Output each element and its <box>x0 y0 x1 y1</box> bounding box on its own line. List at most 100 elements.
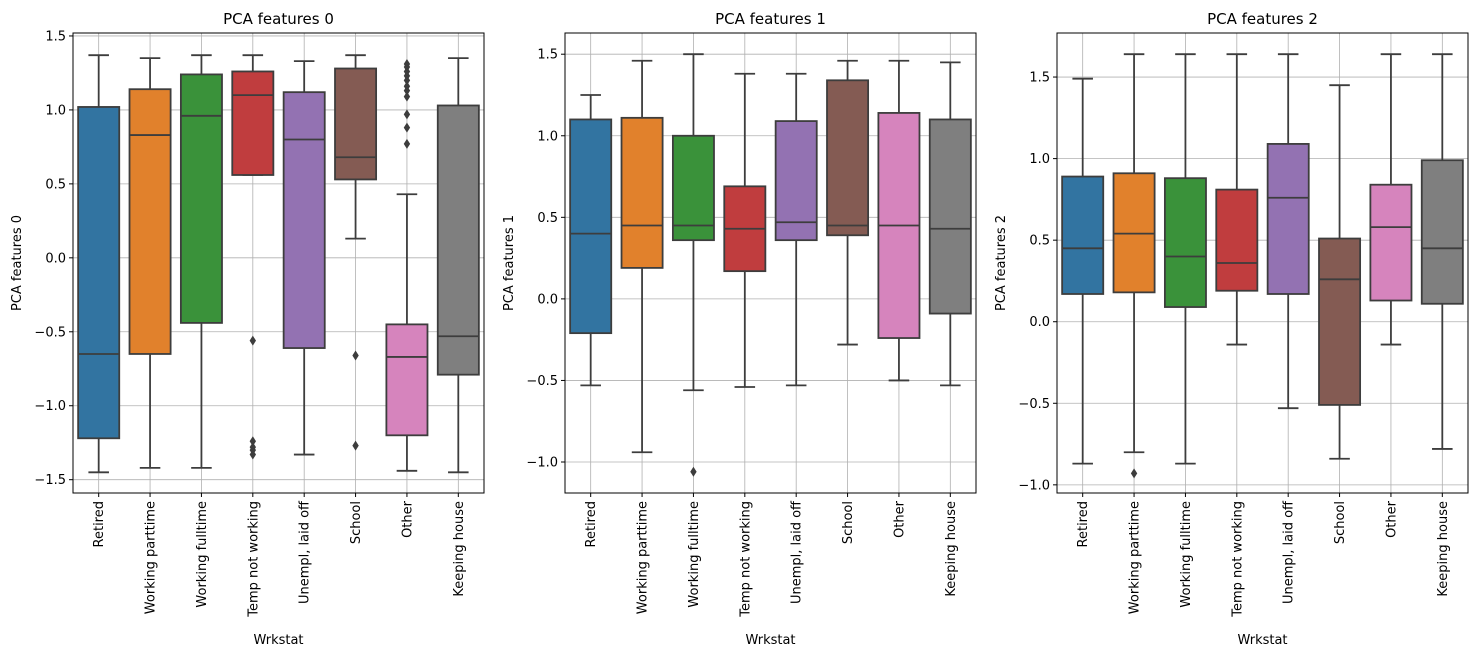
x-axis-label: Wrkstat <box>1237 633 1287 648</box>
box-body <box>928 118 972 315</box>
box-other <box>1369 53 1413 346</box>
box-school <box>334 54 378 451</box>
outlier-point <box>352 350 359 361</box>
outlier-point <box>403 122 411 133</box>
y-tick-label: −0.5 <box>34 325 66 340</box>
outlier-point <box>403 81 411 92</box>
y-tick-label: 0.5 <box>537 211 558 226</box>
x-axis-label: Wrkstat <box>253 633 303 648</box>
box-temp-not-working <box>723 72 767 388</box>
outlier-point <box>249 335 257 346</box>
outlier-point <box>249 436 257 447</box>
box-school <box>826 59 870 346</box>
panel-1: −1.0 −0.5 0.0 0.5 1.0 1.5 Retired Working partt… <box>502 10 977 648</box>
y-tick-label: 0.0 <box>1029 315 1050 330</box>
outlier-point <box>690 466 697 477</box>
box-working-fulltime <box>671 53 715 477</box>
x-tick-label: Other <box>892 500 907 538</box>
box-keeping-house <box>928 61 972 387</box>
box-body <box>620 116 664 269</box>
y-tick-label: 0.0 <box>45 251 66 266</box>
x-tick-label: Temp not working <box>246 501 261 618</box>
panel-2: −1.0 −0.5 0.0 0.5 1.0 1.5 Retired Working partt… <box>994 10 1469 648</box>
box-unempl-laid-off <box>1266 53 1310 410</box>
x-tick-label: Keeping house <box>1436 501 1451 597</box>
box-retired <box>77 54 121 474</box>
x-tick-label: Keeping house <box>452 501 467 597</box>
box-temp-not-working <box>1215 53 1259 346</box>
x-axis-label: Wrkstat <box>745 633 795 648</box>
y-tick-label: 1.5 <box>1029 71 1050 86</box>
box-other <box>877 59 921 382</box>
x-tick-label: Working fulltime <box>1179 501 1194 608</box>
x-tick-label: Retired <box>1076 501 1091 547</box>
box-body <box>1163 177 1207 308</box>
panel-0: −1.5 −1.0 −0.5 0.0 0.5 1.0 1.5 Retired Working p… <box>10 10 485 648</box>
y-tick-label: −1.0 <box>526 456 558 471</box>
box-body <box>436 104 480 376</box>
x-tick-label: Working fulltime <box>687 501 702 608</box>
x-tick-label: School <box>1333 501 1348 544</box>
box-body <box>1318 237 1362 406</box>
x-tick-label: Temp not working <box>738 501 753 618</box>
plot-frame <box>564 32 977 494</box>
y-tick-label: 1.0 <box>1029 152 1050 167</box>
outlier-point <box>403 59 411 70</box>
x-tick-label: Unempl, laid off <box>298 500 313 604</box>
box-body <box>1061 175 1105 295</box>
box-body <box>1215 188 1259 292</box>
x-tick-label: Other <box>400 500 415 538</box>
y-tick-label: 0.0 <box>537 292 558 307</box>
box-body <box>282 91 326 349</box>
box-working-fulltime <box>179 54 223 469</box>
box-working-parttime <box>128 57 172 469</box>
y-axis-label: PCA features 1 <box>502 215 517 311</box>
box-working-parttime <box>1112 53 1156 479</box>
box-body <box>569 118 613 335</box>
box-school <box>1318 84 1362 460</box>
chart-title: PCA features 1 <box>715 10 826 28</box>
x-tick-label: Working parttime <box>636 501 651 614</box>
x-tick-label: School <box>349 501 364 544</box>
box-body <box>671 134 715 242</box>
x-tick-label: Working parttime <box>1128 501 1143 614</box>
box-body <box>77 106 121 440</box>
x-tick-label: Unempl, laid off <box>1282 500 1297 604</box>
box-temp-not-working <box>231 54 275 460</box>
box-retired <box>1061 77 1105 465</box>
box-retired <box>569 94 613 387</box>
box-body <box>1369 183 1413 302</box>
y-tick-label: 1.0 <box>537 129 558 144</box>
box-body <box>385 323 429 437</box>
outlier-point <box>403 138 411 149</box>
y-tick-label: −0.5 <box>1018 397 1050 412</box>
y-tick-label: 1.5 <box>537 48 558 63</box>
x-tick-label: Working fulltime <box>195 501 210 608</box>
box-body <box>774 120 818 242</box>
y-axis-label: PCA features 0 <box>10 215 25 311</box>
x-tick-label: Other <box>1384 500 1399 538</box>
box-body <box>179 73 223 324</box>
box-working-parttime <box>620 59 664 454</box>
y-tick-label: −1.0 <box>34 399 66 414</box>
outlier-point <box>403 109 411 120</box>
x-tick-label: School <box>841 501 856 544</box>
box-body <box>231 70 275 176</box>
chart-title: PCA features 2 <box>1207 10 1318 28</box>
box-body <box>826 79 870 237</box>
y-tick-label: 1.5 <box>45 29 66 44</box>
box-unempl-laid-off <box>774 72 818 387</box>
outlier-point <box>352 440 359 451</box>
outlier-point <box>249 449 257 460</box>
y-tick-label: −1.5 <box>34 473 66 488</box>
box-keeping-house <box>436 57 480 474</box>
box-body <box>334 67 378 181</box>
outlier-point <box>403 91 411 102</box>
chart-title: PCA features 0 <box>223 10 334 28</box>
y-axis-label: PCA features 2 <box>994 215 1009 311</box>
y-tick-label: 0.5 <box>45 177 66 192</box>
box-body <box>1266 143 1310 295</box>
plot-frame <box>72 32 485 494</box>
y-tick-label: −1.0 <box>1018 478 1050 493</box>
